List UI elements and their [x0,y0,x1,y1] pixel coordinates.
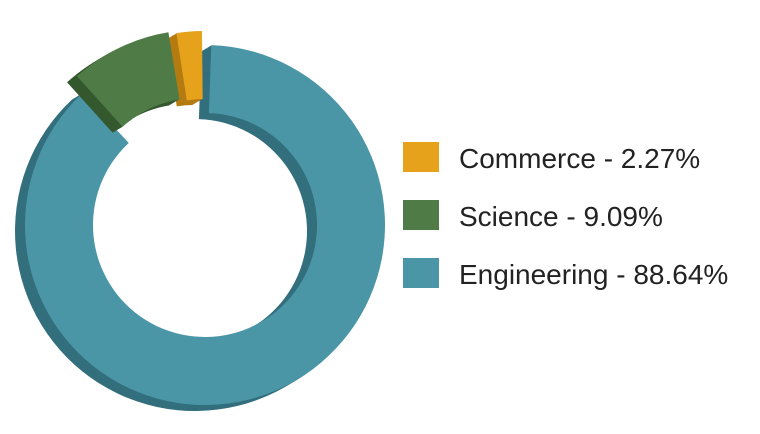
legend-item-engineering[interactable]: Engineering - 88.64% [403,258,728,290]
legend-swatch-engineering [403,258,439,288]
legend-label-engineering: Engineering - 88.64% [459,259,728,290]
legend-swatch-science [403,200,439,230]
legend-label-commerce: Commerce - 2.27% [459,143,700,174]
slice-science[interactable] [67,32,180,133]
slice-engineering[interactable] [14,45,385,411]
slice-engineering-face[interactable] [24,45,385,406]
legend: Commerce - 2.27% Science - 9.09% Engineeri… [403,142,728,290]
slices-layer [14,31,385,411]
slice-commerce-face[interactable] [176,31,203,101]
legend-item-science[interactable]: Science - 9.09% [403,200,663,232]
legend-item-commerce[interactable]: Commerce - 2.27% [403,142,700,174]
legend-label-science: Science - 9.09% [459,201,663,232]
slice-science-face[interactable] [77,32,180,127]
slice-commerce[interactable] [166,31,203,107]
legend-swatch-commerce [403,142,439,172]
